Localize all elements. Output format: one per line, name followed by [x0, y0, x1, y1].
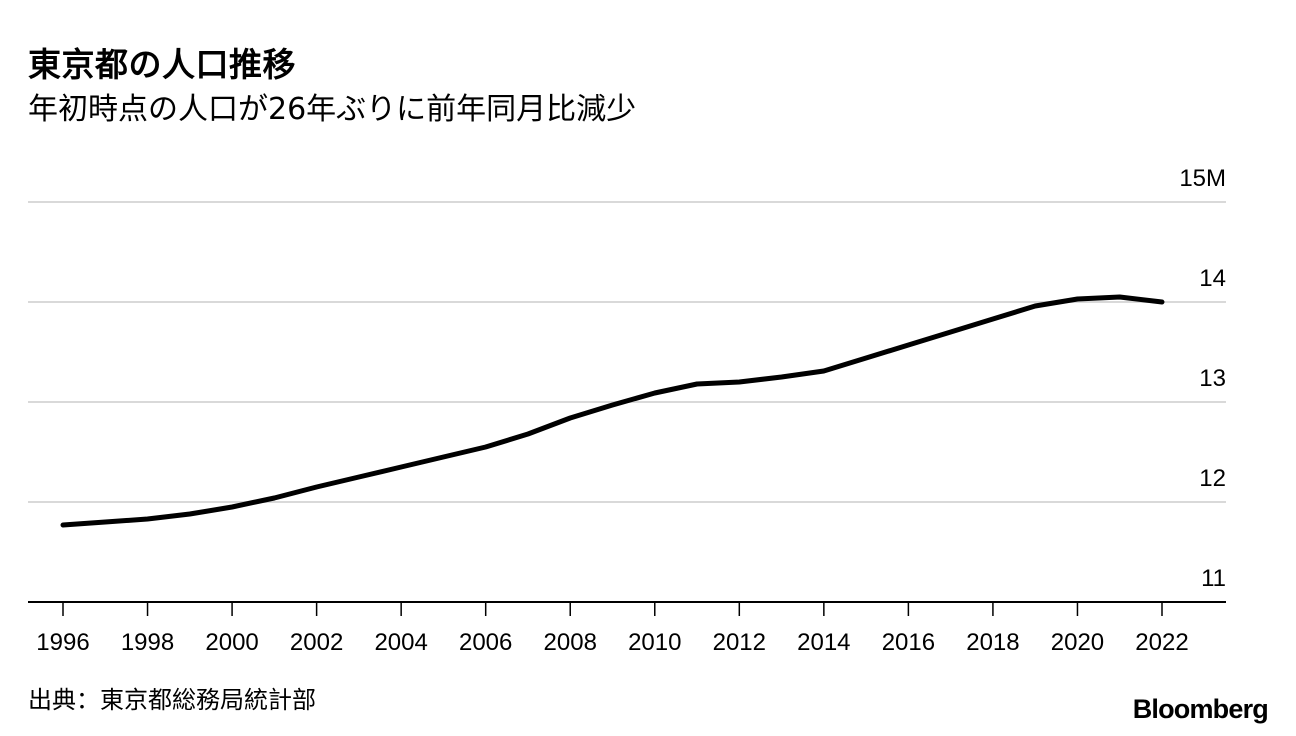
- chart-title: 東京都の人口推移: [28, 45, 296, 84]
- x-axis: 1996 1998 2000 2002 2004 2006 2008 2010 2012 2014…: [28, 601, 1226, 656]
- chart-subtitle: 年初時点の人口が26年ぶりに前年同月比減少: [28, 92, 637, 127]
- x-tick-label-2012: 2012: [713, 629, 766, 656]
- series-group: [60, 294, 1165, 528]
- x-tick-label-2000: 2000: [205, 629, 258, 656]
- series-line-0: [60, 294, 1165, 528]
- x-tick-label-2018: 2018: [966, 629, 1019, 656]
- x-tick-label-1996: 1996: [36, 629, 89, 656]
- x-tick-label-2010: 2010: [628, 629, 681, 656]
- y-tick-label-15: 15M: [1179, 165, 1226, 192]
- y-tick-label-13: 13: [1199, 365, 1226, 392]
- x-tick-label-2008: 2008: [544, 629, 597, 656]
- x-tick-label-2016: 2016: [882, 629, 935, 656]
- source-note: 出典：東京都総務局統計部: [28, 686, 316, 714]
- gridlines: [28, 201, 1226, 503]
- x-tick-label-2004: 2004: [374, 629, 427, 656]
- x-tick-label-2006: 2006: [459, 629, 512, 656]
- y-tick-label-14: 14: [1199, 265, 1226, 292]
- bloomberg-logo: Bloomberg: [1132, 694, 1269, 724]
- y-tick-label-12: 12: [1199, 465, 1226, 492]
- x-tick-label-2020: 2020: [1051, 629, 1104, 656]
- x-tick-label-1998: 1998: [121, 629, 174, 656]
- y-tick-label-11: 11: [1201, 565, 1226, 592]
- y-axis-labels: 15M 14 13 12 11: [1179, 165, 1226, 592]
- x-tick-label-2022: 2022: [1135, 629, 1188, 656]
- x-tick-label-2014: 2014: [797, 629, 850, 656]
- x-tick-label-2002: 2002: [290, 629, 343, 656]
